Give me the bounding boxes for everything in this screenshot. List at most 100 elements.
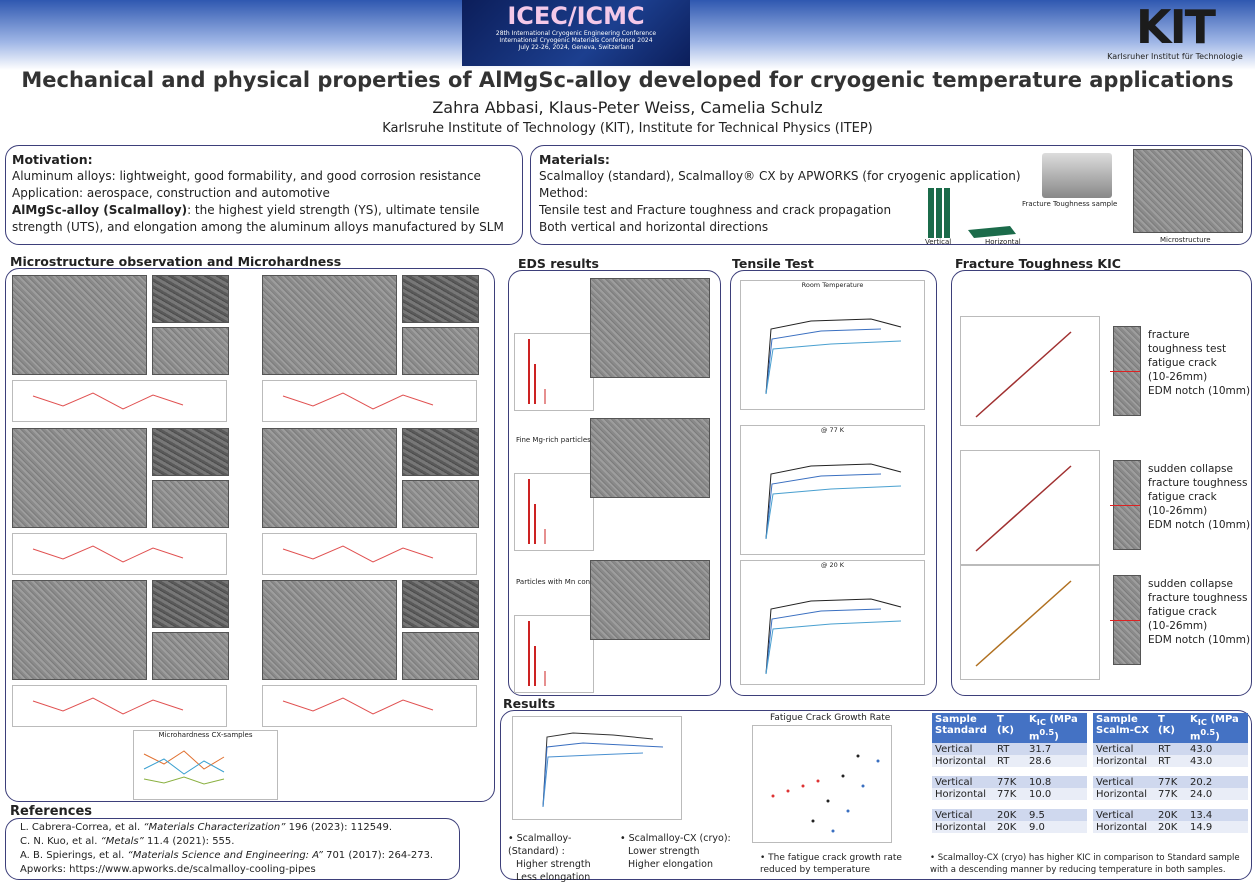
decoration [994,767,1026,777]
text: K [1029,714,1037,725]
journal: “Materials Characterization” [143,822,286,833]
decoration [831,829,835,833]
reference: A. B. Spierings, et al. “Materials Scien… [20,849,445,863]
figure-label: Microstructure [1160,236,1211,244]
decoration [968,226,1016,238]
decoration [32,392,184,410]
sem-image [12,428,147,528]
stress-strain-chart [512,716,682,820]
table-row: Vertical RT 43.0 [1093,743,1248,756]
decoration [282,545,434,563]
hardness-profile [262,533,477,575]
table-cell: 20.2 [1187,776,1248,789]
table-cell: Vertical [932,743,994,756]
decoration: Sample Scalm-CX T (K) KIC (MPa m0.5) [1093,713,1248,744]
sem-detail [152,632,229,680]
sem-detail [402,327,479,375]
chart-title: @ 77 K [820,426,845,434]
decoration [143,750,225,770]
heading: Motivation: [12,152,93,167]
text-line: Tensile test and Fracture toughness and … [539,203,892,217]
decoration [32,697,184,715]
decoration [542,742,664,808]
table-cell: Vertical [932,809,994,822]
table-cell: Horizontal [1093,821,1155,834]
figure-label: Fracture Toughness sample [1022,200,1118,208]
decoration [841,774,845,778]
conference-line: July 22-26, 2024, Geneva, Switzerland [518,44,634,51]
decoration [32,392,184,410]
table-cell: Horizontal [932,755,994,768]
table-cell: 77K [1155,776,1187,789]
chart-title: Room Temperature [801,281,864,289]
note: • The fatigue crack growth rate reduced … [760,853,902,875]
table-cell: 20K [1155,821,1187,834]
load-displacement-chart [960,450,1100,565]
header-cell: Sample Standard [932,713,994,744]
section-heading: References [10,804,93,819]
tensile-chart: @ 77 K [740,425,925,555]
conference-line: International Cryogenic Materials Confer… [499,37,653,44]
decoration [765,318,902,395]
hardness-profile [262,685,477,727]
decoration [32,697,184,715]
decoration [765,620,902,675]
header-cell: T (K) [1155,713,1187,744]
decoration [1026,800,1087,810]
table-row: Vertical RT 31.7 [932,743,1087,756]
decoration [1093,767,1155,777]
decoration [928,188,934,238]
spacer-row [1093,767,1248,777]
decoration [856,754,860,758]
annotation: fatigue crack [1148,606,1217,618]
table-cell: 20K [1155,809,1187,822]
table-cell: 31.7 [1026,743,1087,756]
decoration [765,473,882,540]
decoration [975,331,1072,418]
sem-image [262,428,397,528]
sem-detail [402,632,479,680]
hardness-profile [262,380,477,422]
decoration [528,621,546,686]
text: 0.5 [1039,727,1055,737]
table-cell: RT [1155,743,1187,756]
table-cell: Vertical [932,776,994,789]
header-cell: T (K) [994,713,1026,744]
header-cell: KIC (MPa m0.5) [1187,713,1248,744]
table-row: Horizontal 20K 9.0 [932,821,1087,834]
table-row: Vertical 20K 9.5 [932,809,1087,822]
chart-lines [143,750,225,785]
text: (MPa m [1190,714,1239,743]
hardness-profile [12,533,227,575]
section-heading: Fracture Toughness KIC [955,256,1121,271]
decoration [932,800,994,810]
decoration [1155,767,1187,777]
tensile-box [730,270,937,696]
chart-title: @ 20 K [820,561,845,569]
journal: “Materials Science and Engineering: A” [127,850,323,861]
decoration: Sample Scalm-CX T (K) KIC (MPa m0.5) Vertic… [1093,713,1248,834]
decoration [32,545,184,563]
table-cell: Horizontal [932,788,994,801]
tensile-chart: @ 20 K [740,560,925,685]
heading: Materials: [539,152,610,167]
sem-image [262,275,397,375]
logo-name: Karlsruher Institut für Technologie [1107,52,1243,61]
bold-text: AlMgSc-alloy (Scalmalloy) [12,203,188,217]
figure-label: Horizontal [985,238,1021,246]
annotation: sudden collapse [1148,578,1233,590]
table-cell: 43.0 [1187,743,1248,756]
institute-logo: KIT Karlsruher Institut für Technologie [1095,2,1255,68]
crack-marker [1110,505,1140,506]
decoration [1093,800,1155,810]
annotation: (10-26mm) [1148,620,1208,632]
decoration [282,545,434,563]
bullet-block: • Scalmalloy-(Standard) : Higher strengt… [508,832,618,884]
annotation: fracture toughness [1148,592,1248,604]
chart-title: Microhardness CX-samples [158,731,253,739]
decoration [143,758,225,775]
bullet-block: • Scalmalloy-CX (cryo): Lower strength H… [620,832,740,871]
decoration [876,759,880,763]
table-cell: Horizontal [1093,788,1155,801]
